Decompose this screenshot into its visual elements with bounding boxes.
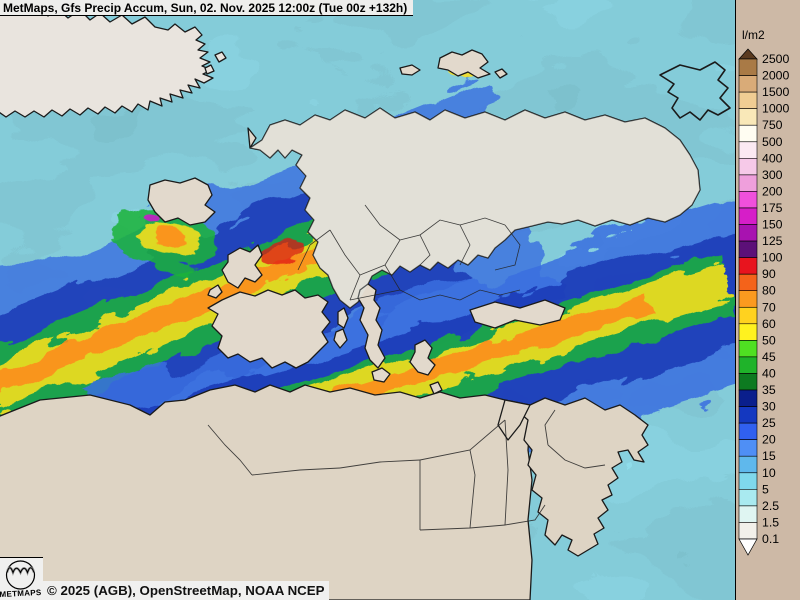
svg-text:1500: 1500 (762, 85, 790, 99)
svg-text:150: 150 (762, 218, 783, 232)
svg-text:500: 500 (762, 135, 783, 149)
svg-text:25: 25 (762, 416, 776, 430)
svg-text:80: 80 (762, 284, 776, 298)
svg-text:45: 45 (762, 350, 776, 364)
svg-text:5: 5 (762, 482, 769, 496)
svg-text:175: 175 (762, 201, 783, 215)
svg-text:90: 90 (762, 267, 776, 281)
svg-text:400: 400 (762, 151, 783, 165)
svg-text:50: 50 (762, 333, 776, 347)
svg-text:300: 300 (762, 168, 783, 182)
svg-text:15: 15 (762, 449, 776, 463)
svg-text:70: 70 (762, 300, 776, 314)
svg-text:40: 40 (762, 367, 776, 381)
svg-text:2000: 2000 (762, 69, 790, 83)
svg-text:100: 100 (762, 251, 783, 265)
svg-text:200: 200 (762, 184, 783, 198)
svg-text:1000: 1000 (762, 102, 790, 116)
svg-text:0.1: 0.1 (762, 532, 779, 546)
svg-text:125: 125 (762, 234, 783, 248)
svg-text:750: 750 (762, 118, 783, 132)
svg-text:60: 60 (762, 317, 776, 331)
svg-text:2500: 2500 (762, 52, 790, 66)
svg-text:30: 30 (762, 400, 776, 414)
svg-text:20: 20 (762, 433, 776, 447)
svg-text:35: 35 (762, 383, 776, 397)
svg-text:2.5: 2.5 (762, 499, 779, 513)
svg-text:1.5: 1.5 (762, 515, 779, 529)
svg-text:10: 10 (762, 466, 776, 480)
